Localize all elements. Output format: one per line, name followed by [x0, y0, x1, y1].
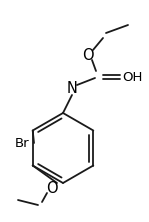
Text: OH: OH	[122, 71, 142, 83]
Text: O: O	[46, 180, 58, 196]
Text: N: N	[67, 81, 77, 95]
Text: O: O	[82, 48, 94, 63]
Text: Br: Br	[15, 137, 29, 149]
